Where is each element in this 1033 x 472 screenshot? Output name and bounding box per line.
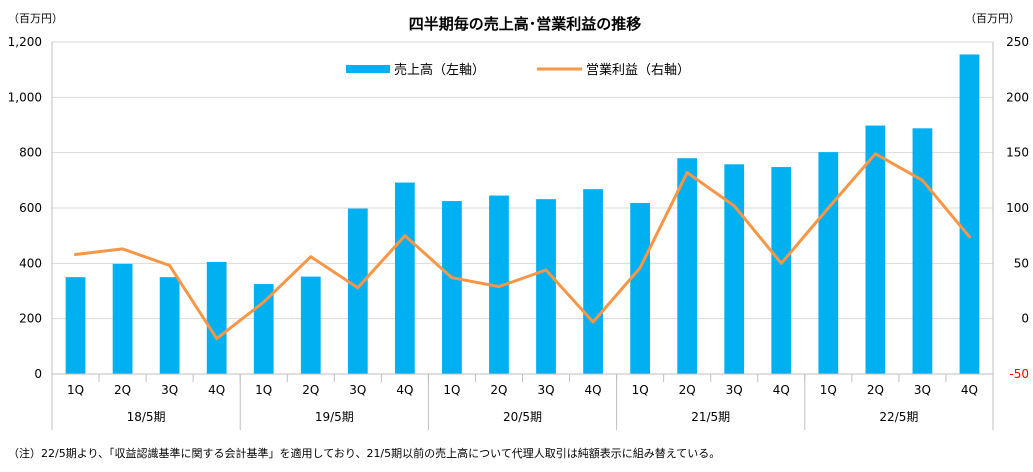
left-tick-label: 200 bbox=[19, 312, 42, 326]
chart-title: 四半期毎の売上高･営業利益の推移 bbox=[409, 15, 642, 33]
revenue-bar bbox=[394, 182, 415, 374]
x-category-label: 4Q bbox=[396, 383, 413, 397]
right-tick-label: 150 bbox=[1006, 146, 1029, 160]
right-tick-label: 250 bbox=[1006, 35, 1029, 49]
x-category-label: 4Q bbox=[585, 383, 602, 397]
left-axis-unit: （百万円） bbox=[8, 12, 63, 25]
left-tick-label: 1,000 bbox=[8, 90, 42, 104]
x-category-label: 1Q bbox=[632, 383, 649, 397]
revenue-bar bbox=[724, 164, 745, 374]
x-group-label: 18/5期 bbox=[127, 410, 166, 424]
revenue-bar bbox=[865, 125, 886, 374]
right-tick-label: 100 bbox=[1006, 201, 1029, 215]
revenue-bar bbox=[65, 277, 86, 374]
revenue-bar bbox=[253, 284, 274, 374]
x-category-label: 1Q bbox=[67, 383, 84, 397]
right-tick-label: 200 bbox=[1006, 90, 1029, 104]
legend-line-label: 営業利益（右軸） bbox=[586, 62, 690, 78]
x-category-label: 1Q bbox=[443, 383, 460, 397]
axes: 0 200 400 600 800 1,000 1,200 -50 0 50 100 150 200 25… bbox=[8, 35, 1029, 430]
left-tick-label: 0 bbox=[34, 367, 42, 381]
right-tick-label: -50 bbox=[1009, 367, 1029, 381]
profit-line-layer bbox=[74, 152, 971, 341]
x-category-label: 2Q bbox=[490, 383, 507, 397]
x-category-label: 2Q bbox=[679, 383, 696, 397]
revenue-bar bbox=[771, 167, 792, 374]
revenue-bar bbox=[489, 195, 509, 374]
revenue-bar bbox=[583, 189, 603, 374]
x-category-label: 2Q bbox=[867, 383, 884, 397]
x-category-label: 4Q bbox=[773, 383, 790, 397]
x-category-label: 3Q bbox=[349, 383, 366, 397]
x-category-label: 4Q bbox=[208, 383, 225, 397]
revenue-bar bbox=[206, 261, 227, 374]
revenue-bar bbox=[300, 276, 321, 374]
revenue-bar bbox=[536, 199, 556, 374]
revenue-bar bbox=[347, 208, 368, 374]
x-category-label: 2Q bbox=[302, 383, 319, 397]
x-category-label: 2Q bbox=[114, 383, 131, 397]
legend-bar-swatch bbox=[346, 65, 390, 73]
operating-profit-line bbox=[74, 152, 971, 341]
revenue-bar bbox=[818, 152, 839, 374]
legend: 売上高（左軸） 営業利益（右軸） bbox=[346, 62, 690, 78]
x-category-label: 3Q bbox=[537, 383, 554, 397]
x-group-label: 20/5期 bbox=[503, 410, 542, 424]
x-category-label: 3Q bbox=[914, 383, 931, 397]
x-group-label: 21/5期 bbox=[691, 410, 730, 424]
revenue-bar bbox=[912, 128, 933, 374]
footnote: （注）22/5期より、「収益認識基準に関する会計基準」を適用しており、21/5期… bbox=[8, 446, 720, 460]
revenue-bars bbox=[65, 54, 980, 374]
legend-bar-label: 売上高（左軸） bbox=[394, 62, 485, 78]
x-category-label: 3Q bbox=[726, 383, 743, 397]
x-category-label: 3Q bbox=[161, 383, 178, 397]
revenue-bar bbox=[677, 158, 698, 374]
revenue-bar bbox=[112, 263, 133, 374]
right-tick-label: 50 bbox=[1014, 256, 1029, 270]
revenue-bar bbox=[630, 203, 651, 374]
x-group-label: 22/5期 bbox=[879, 410, 918, 424]
left-tick-label: 800 bbox=[19, 146, 42, 160]
x-category-label: 1Q bbox=[820, 383, 837, 397]
left-tick-label: 600 bbox=[19, 201, 42, 215]
right-axis-unit: （百万円） bbox=[965, 12, 1020, 25]
x-group-label: 19/5期 bbox=[315, 410, 354, 424]
revenue-bar bbox=[959, 54, 980, 374]
left-tick-label: 400 bbox=[19, 256, 42, 270]
x-category-label: 1Q bbox=[255, 383, 272, 397]
right-tick-label: 0 bbox=[1021, 312, 1029, 326]
revenue-bar bbox=[442, 201, 462, 374]
left-tick-label: 1,200 bbox=[8, 35, 42, 49]
revenue-bar bbox=[159, 277, 180, 374]
x-category-label: 4Q bbox=[961, 383, 978, 397]
